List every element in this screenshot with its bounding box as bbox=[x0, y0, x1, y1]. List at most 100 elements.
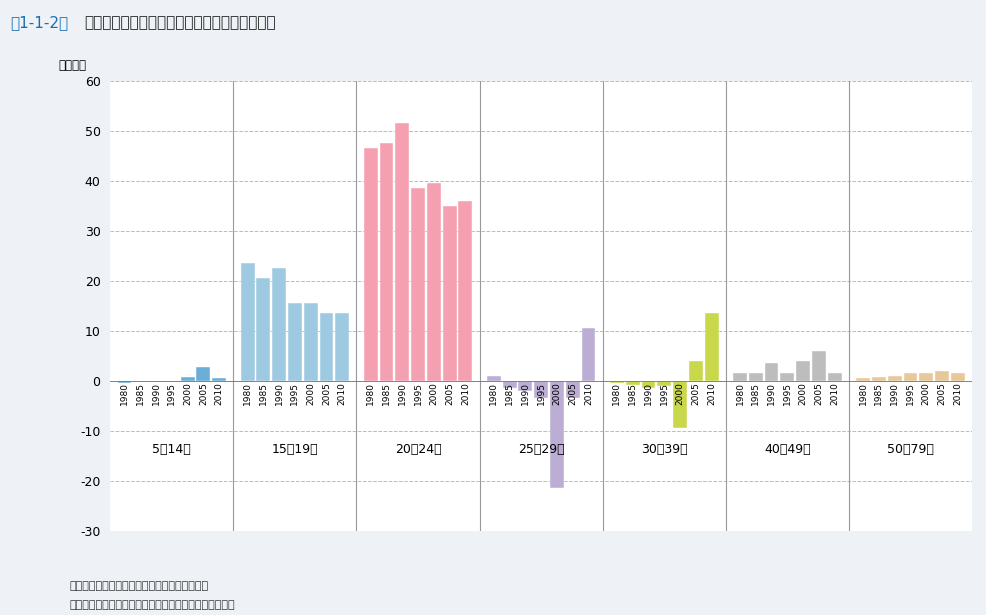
Bar bbox=[704, 313, 718, 381]
Bar bbox=[780, 373, 794, 381]
Text: 2000: 2000 bbox=[552, 382, 561, 405]
Text: 2005: 2005 bbox=[198, 382, 208, 405]
Text: 資料：内閣府「選択する未来」委員会報告　参考資料集: 資料：内閣府「選択する未来」委員会報告 参考資料集 bbox=[69, 600, 235, 609]
Text: 1985: 1985 bbox=[627, 382, 637, 405]
Bar bbox=[688, 360, 702, 381]
Text: 1980: 1980 bbox=[489, 382, 498, 405]
Text: 2000: 2000 bbox=[429, 382, 438, 405]
Bar bbox=[426, 183, 441, 381]
Text: 2000: 2000 bbox=[182, 382, 192, 405]
Text: 1980: 1980 bbox=[858, 382, 867, 405]
Text: 2005: 2005 bbox=[568, 382, 577, 405]
Bar bbox=[272, 268, 286, 381]
Text: 2000: 2000 bbox=[921, 382, 930, 405]
Text: 1995: 1995 bbox=[536, 382, 545, 405]
Bar bbox=[950, 373, 963, 381]
Text: 2005: 2005 bbox=[690, 382, 700, 405]
Text: 1990: 1990 bbox=[397, 382, 406, 405]
Text: 2010: 2010 bbox=[952, 382, 961, 405]
Text: 1985: 1985 bbox=[136, 382, 145, 405]
Text: 1985: 1985 bbox=[258, 382, 267, 405]
Text: 2000: 2000 bbox=[798, 382, 807, 405]
Bar bbox=[641, 381, 655, 388]
Text: 2010: 2010 bbox=[829, 382, 838, 405]
Text: 1980: 1980 bbox=[243, 382, 251, 405]
Bar bbox=[442, 205, 457, 381]
Text: 1995: 1995 bbox=[168, 382, 176, 405]
Text: 1990: 1990 bbox=[766, 382, 775, 405]
Bar bbox=[304, 303, 317, 381]
Bar bbox=[319, 313, 333, 381]
Text: 2005: 2005 bbox=[445, 382, 454, 405]
Bar bbox=[827, 373, 841, 381]
Text: 1985: 1985 bbox=[505, 382, 514, 405]
Text: 1980: 1980 bbox=[611, 382, 621, 405]
Bar bbox=[565, 381, 579, 398]
Text: 1990: 1990 bbox=[643, 382, 653, 405]
Text: 2010: 2010 bbox=[337, 382, 346, 405]
Text: （万人）: （万人） bbox=[58, 58, 87, 71]
Bar bbox=[518, 381, 531, 391]
Bar bbox=[609, 381, 623, 383]
Text: 2000: 2000 bbox=[306, 382, 315, 405]
Text: 50～79歳: 50～79歳 bbox=[886, 443, 933, 456]
Text: 2000: 2000 bbox=[674, 382, 684, 405]
Text: 2005: 2005 bbox=[937, 382, 946, 405]
Text: 1985: 1985 bbox=[382, 382, 390, 405]
Text: 1990: 1990 bbox=[274, 382, 283, 405]
Bar bbox=[212, 378, 226, 381]
Bar bbox=[180, 376, 194, 381]
Text: 1985: 1985 bbox=[750, 382, 759, 405]
Bar bbox=[256, 278, 270, 381]
Bar bbox=[811, 351, 825, 381]
Bar bbox=[733, 373, 746, 381]
Text: 5～14歳: 5～14歳 bbox=[152, 443, 191, 456]
Text: 1990: 1990 bbox=[521, 382, 529, 405]
Bar bbox=[149, 381, 163, 382]
Text: 1980: 1980 bbox=[120, 382, 129, 405]
Text: 40～49歳: 40～49歳 bbox=[763, 443, 810, 456]
Text: 2010: 2010 bbox=[214, 382, 224, 405]
Bar bbox=[380, 143, 393, 381]
Bar bbox=[657, 381, 670, 386]
Bar bbox=[241, 263, 254, 381]
Text: 1995: 1995 bbox=[413, 382, 422, 405]
Bar bbox=[764, 363, 778, 381]
Bar bbox=[748, 373, 762, 381]
Bar bbox=[196, 367, 210, 381]
Text: 1980: 1980 bbox=[366, 382, 375, 405]
Bar bbox=[871, 376, 884, 381]
Text: 20～24歳: 20～24歳 bbox=[394, 443, 441, 456]
Bar bbox=[549, 381, 563, 488]
Bar bbox=[486, 376, 500, 381]
Bar bbox=[918, 373, 932, 381]
Bar bbox=[672, 381, 686, 428]
Bar bbox=[886, 376, 900, 381]
Text: 注：プラスが転入を、マイナスが転出を示す。: 注：プラスが転入を、マイナスが転出を示す。 bbox=[69, 581, 208, 591]
Text: 1995: 1995 bbox=[782, 382, 791, 405]
Bar bbox=[934, 370, 948, 381]
Text: 2010: 2010 bbox=[584, 382, 593, 405]
Bar bbox=[364, 148, 378, 381]
Bar bbox=[410, 188, 425, 381]
Bar bbox=[581, 328, 595, 381]
Text: 1995: 1995 bbox=[290, 382, 299, 405]
Text: 1990: 1990 bbox=[152, 382, 161, 405]
Text: 2005: 2005 bbox=[321, 382, 330, 405]
Bar bbox=[288, 303, 302, 381]
Text: 東京圏における年齢別転入・転出超過数の推移: 東京圏における年齢別転入・転出超過数の推移 bbox=[84, 15, 275, 30]
Bar bbox=[394, 123, 409, 381]
Text: 1985: 1985 bbox=[874, 382, 882, 405]
Bar bbox=[533, 381, 547, 398]
Text: 2005: 2005 bbox=[813, 382, 822, 405]
Bar bbox=[117, 381, 131, 383]
Bar bbox=[902, 373, 916, 381]
Text: 2010: 2010 bbox=[460, 382, 469, 405]
Text: 1980: 1980 bbox=[735, 382, 743, 405]
Text: 2010: 2010 bbox=[706, 382, 716, 405]
Bar bbox=[796, 360, 810, 381]
Text: 1990: 1990 bbox=[889, 382, 898, 405]
Bar bbox=[855, 378, 870, 381]
Text: 図1-1-2: 図1-1-2 bbox=[10, 15, 68, 30]
Text: 1995: 1995 bbox=[905, 382, 914, 405]
